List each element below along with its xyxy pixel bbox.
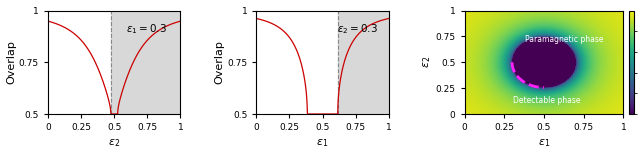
Text: $\epsilon_2=0.3$: $\epsilon_2=0.3$ <box>337 22 378 36</box>
Y-axis label: $\epsilon_2$: $\epsilon_2$ <box>421 56 433 68</box>
Y-axis label: Overlap: Overlap <box>214 40 225 84</box>
X-axis label: $\epsilon_1$: $\epsilon_1$ <box>316 138 329 149</box>
X-axis label: $\epsilon_2$: $\epsilon_2$ <box>108 138 120 149</box>
X-axis label: $\epsilon_1$: $\epsilon_1$ <box>538 138 550 149</box>
Text: Detectable phase: Detectable phase <box>513 96 581 105</box>
Y-axis label: Overlap: Overlap <box>6 40 16 84</box>
Text: $\epsilon_1=0.3$: $\epsilon_1=0.3$ <box>125 22 166 36</box>
Text: Paramagnetic phase: Paramagnetic phase <box>525 35 604 44</box>
